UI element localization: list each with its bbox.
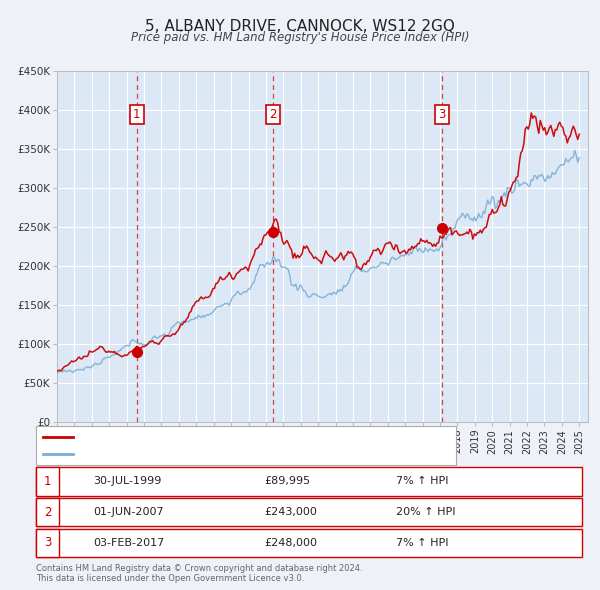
Text: 3: 3	[44, 536, 51, 549]
Text: HPI: Average price, detached house, Cannock Chase: HPI: Average price, detached house, Cann…	[79, 449, 353, 459]
Text: 30-JUL-1999: 30-JUL-1999	[93, 477, 161, 486]
Text: 5, ALBANY DRIVE, CANNOCK, WS12 2GQ (detached house): 5, ALBANY DRIVE, CANNOCK, WS12 2GQ (deta…	[79, 432, 385, 442]
Text: 5, ALBANY DRIVE, CANNOCK, WS12 2GQ: 5, ALBANY DRIVE, CANNOCK, WS12 2GQ	[145, 19, 455, 34]
Text: 3: 3	[438, 108, 445, 121]
Text: 20% ↑ HPI: 20% ↑ HPI	[396, 507, 455, 517]
Text: 2: 2	[44, 506, 51, 519]
Text: £248,000: £248,000	[264, 538, 317, 548]
Text: £243,000: £243,000	[264, 507, 317, 517]
Text: 7% ↑ HPI: 7% ↑ HPI	[396, 477, 448, 486]
Text: 01-JUN-2007: 01-JUN-2007	[93, 507, 164, 517]
Text: 1: 1	[133, 108, 140, 121]
Text: 2: 2	[269, 108, 277, 121]
Text: 7% ↑ HPI: 7% ↑ HPI	[396, 538, 448, 548]
Text: 03-FEB-2017: 03-FEB-2017	[93, 538, 164, 548]
Text: £89,995: £89,995	[264, 477, 310, 486]
Text: Contains HM Land Registry data © Crown copyright and database right 2024.
This d: Contains HM Land Registry data © Crown c…	[36, 564, 362, 584]
Text: 1: 1	[44, 475, 51, 488]
Text: Price paid vs. HM Land Registry's House Price Index (HPI): Price paid vs. HM Land Registry's House …	[131, 31, 469, 44]
